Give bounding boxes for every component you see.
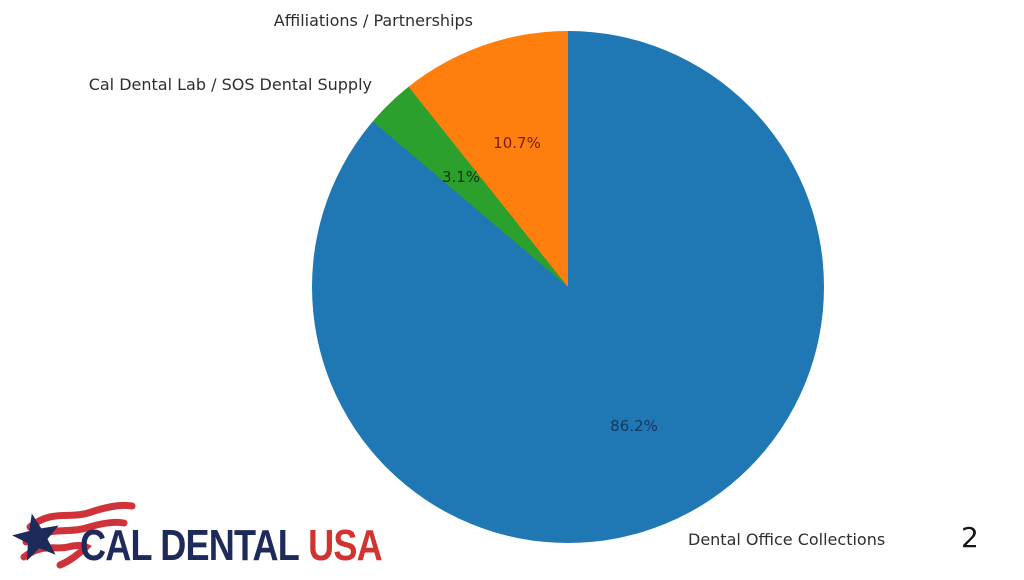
star-icon — [12, 513, 59, 561]
logo: CAL DENTAL USA — [0, 492, 400, 580]
logo-text-primary: CAL DENTAL — [80, 521, 300, 570]
logo-text-accent: USA — [308, 521, 383, 570]
slice-label-affiliations-partnerships: Affiliations / Partnerships — [273, 11, 473, 30]
pct-label-cal-dental-lab-sos-dental-supply: 3.1% — [441, 168, 481, 186]
pct-label-affiliations-partnerships: 10.7% — [493, 134, 541, 152]
logo-emblem — [12, 501, 136, 569]
slice-label-dental-office-collections: Dental Office Collections — [688, 530, 886, 549]
pct-label-dental-office-collections: 86.2% — [610, 417, 658, 435]
pie-chart — [312, 31, 824, 543]
slice-label-cal-dental-lab-sos-dental-supply: Cal Dental Lab / SOS Dental Supply — [88, 75, 372, 94]
logo-text: CAL DENTAL USA — [80, 521, 383, 570]
page-number: 2 — [961, 521, 979, 554]
